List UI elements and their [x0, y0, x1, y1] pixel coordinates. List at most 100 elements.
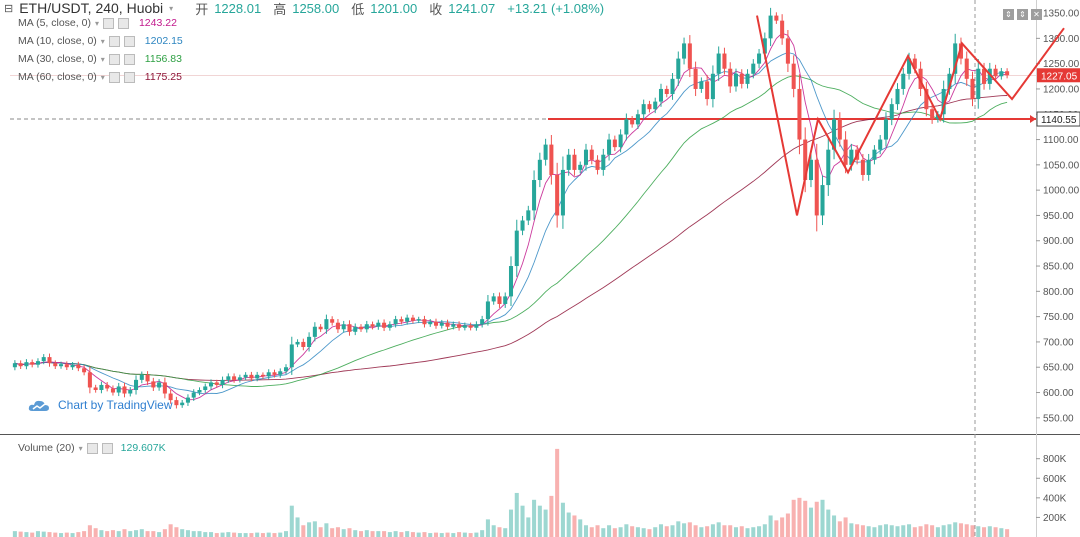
ma10-legend[interactable]: MA (10, close, 0) ▾ 1202.15	[18, 35, 183, 47]
candle-body	[976, 68, 981, 100]
ma10-line	[14, 52, 1008, 395]
volume-bar	[676, 521, 681, 537]
tradingview-watermark[interactable]: Chart by TradingView	[28, 398, 173, 412]
candle-body	[1005, 71, 1010, 76]
volume-bar	[93, 528, 98, 537]
candle-body	[255, 374, 260, 379]
candle-body	[837, 119, 842, 140]
candle-body	[457, 324, 462, 328]
candle-body	[653, 101, 658, 110]
candle-body	[70, 364, 75, 368]
candle-body	[145, 374, 150, 382]
candle-body	[24, 362, 29, 367]
candle-body	[180, 402, 185, 406]
volume-bar	[820, 499, 825, 537]
volume-bar	[918, 526, 923, 537]
volume-bar	[595, 525, 600, 537]
open-label: 开	[195, 1, 209, 17]
candle-body	[820, 185, 825, 216]
close-pane-icon[interactable]: ✕	[1031, 9, 1042, 20]
settings-icon[interactable]	[108, 71, 120, 83]
chevron-down-icon[interactable]: ▾	[94, 18, 99, 28]
settings-icon[interactable]	[108, 35, 120, 47]
volume-bar	[768, 515, 773, 537]
volume-value: 129.607K	[120, 442, 166, 454]
close-icon[interactable]	[123, 35, 135, 47]
volume-bar	[197, 531, 202, 537]
maximize-icon[interactable]: ⇕	[1003, 9, 1014, 20]
volume-bar	[924, 524, 929, 537]
restore-icon[interactable]: ⇕	[1017, 9, 1028, 20]
ma5-legend[interactable]: MA (5, close, 0) ▾ 1243.22	[18, 17, 177, 29]
settings-icon[interactable]	[102, 17, 114, 29]
candle-body	[162, 382, 167, 394]
volume-bar	[491, 525, 496, 537]
ma10-label: MA (10, close, 0)	[18, 35, 97, 47]
volume-bar	[837, 521, 842, 537]
volume-legend[interactable]: Volume (20) ▾ 129.607K	[18, 442, 166, 454]
low-value: 1201.00	[370, 0, 418, 16]
ma30-legend[interactable]: MA (30, close, 0) ▾ 1156.83	[18, 53, 182, 65]
volume-bar	[87, 525, 92, 537]
tradingview-cloud-icon	[28, 400, 49, 411]
candle-body	[635, 114, 640, 125]
chevron-down-icon[interactable]: ▾	[169, 3, 174, 13]
candle-body	[780, 20, 785, 39]
ma30-label: MA (30, close, 0)	[18, 53, 97, 65]
settings-icon[interactable]	[86, 442, 98, 454]
price-tick-label: 1100.00	[1043, 135, 1079, 146]
volume-bar	[618, 527, 623, 537]
candle-body	[543, 144, 548, 160]
volume-bar	[214, 533, 219, 537]
candle-body	[157, 382, 162, 388]
close-icon[interactable]	[123, 53, 135, 65]
volume-bar	[116, 531, 121, 537]
candle-body	[618, 134, 623, 148]
close-value: 1241.07	[448, 0, 496, 16]
candle-body	[757, 53, 762, 64]
chevron-down-icon[interactable]: ▾	[100, 72, 105, 82]
candle-body	[439, 322, 444, 326]
candle-body	[722, 53, 727, 69]
ma60-legend[interactable]: MA (60, close, 0) ▾ 1175.25	[18, 71, 182, 83]
volume-bar	[872, 527, 877, 537]
candle-body	[520, 220, 525, 231]
close-icon[interactable]	[123, 71, 135, 83]
chevron-down-icon[interactable]: ▾	[100, 36, 105, 46]
volume-bar	[860, 525, 865, 537]
candle-body	[197, 389, 202, 393]
candle-body	[733, 73, 739, 87]
candle-body	[549, 144, 554, 175]
candle-body	[468, 325, 473, 328]
candle-body	[474, 324, 479, 328]
candle-body	[797, 88, 802, 140]
close-icon[interactable]	[117, 17, 129, 29]
chevron-down-icon[interactable]: ▾	[78, 443, 83, 453]
close-icon[interactable]	[101, 442, 113, 454]
volume-bar	[105, 531, 110, 537]
candle-body	[168, 393, 173, 401]
candle-body	[514, 230, 519, 267]
candle-body	[105, 384, 110, 389]
settings-icon[interactable]	[108, 53, 120, 65]
candle-body	[41, 357, 46, 362]
symbol-label[interactable]: ETH/USDT, 240, Huobi	[19, 0, 164, 16]
candle-body	[203, 386, 208, 390]
volume-bar	[134, 530, 139, 537]
ma5-label: MA (5, close, 0)	[18, 17, 91, 29]
candle-body	[537, 159, 542, 181]
volume-bar	[889, 525, 894, 537]
volume-bar	[376, 531, 381, 537]
collapse-icon[interactable]: ⊟	[4, 2, 14, 15]
volume-bar	[364, 530, 369, 537]
volume-bar	[670, 525, 675, 537]
volume-tick-label: 600K	[1043, 474, 1067, 485]
candle-body	[508, 266, 514, 297]
volume-bar	[589, 527, 594, 537]
chevron-down-icon[interactable]: ▾	[100, 54, 105, 64]
volume-bar	[653, 527, 658, 537]
current-price-tag	[1037, 68, 1080, 83]
volume-bar	[687, 522, 692, 537]
volume-bar	[99, 530, 104, 537]
